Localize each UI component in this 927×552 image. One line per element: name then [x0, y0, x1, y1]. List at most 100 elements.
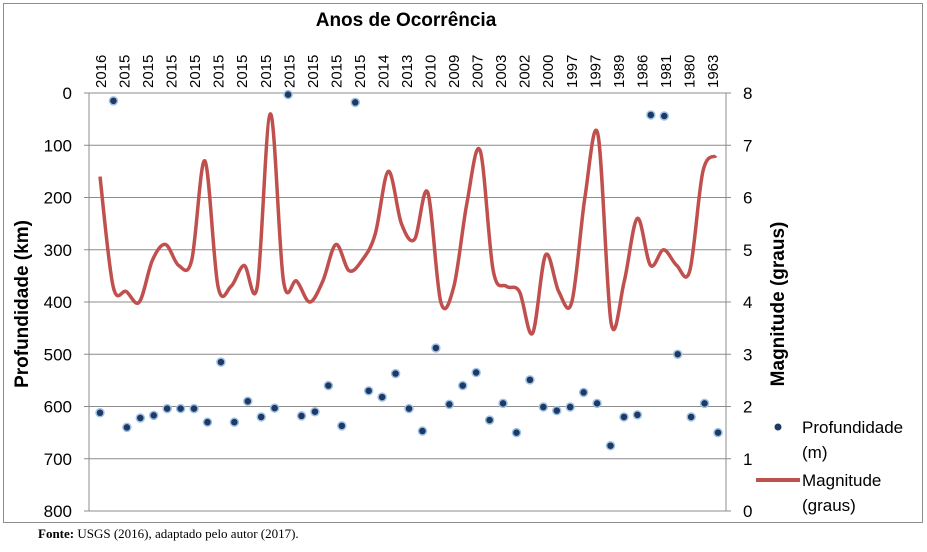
- depth-point-27: [457, 380, 468, 391]
- depth-point-39: [619, 412, 629, 422]
- left-tick-label-8: 800: [44, 502, 72, 521]
- depth-point-24: [417, 426, 428, 436]
- left-tick-label-4: 400: [44, 293, 72, 312]
- right-tick-label-4: 4: [743, 293, 752, 312]
- depth-point-33: [538, 402, 549, 412]
- right-tick-label-8: 8: [743, 84, 752, 103]
- x-tick-label-19: 2000: [540, 55, 557, 88]
- depth-point-21: [377, 392, 387, 402]
- depth-point-10: [229, 417, 240, 427]
- depth-point-40: [632, 410, 643, 420]
- x-tick-label-20: 1997: [564, 55, 581, 88]
- left-tick-label-2: 200: [44, 189, 72, 208]
- depth-point-23: [404, 403, 414, 414]
- depth-point-0: [95, 408, 105, 418]
- x-tick-label-8: 2015: [281, 55, 298, 88]
- series-profundidade: [95, 89, 723, 451]
- depth-point-2: [122, 422, 132, 433]
- left-tick-label-6: 600: [44, 398, 72, 417]
- right-tick-label-0: 0: [743, 502, 752, 521]
- x-tick-label-4: 2015: [187, 55, 204, 88]
- source-text: USGS (2016), adaptado pelo autor (2017).: [77, 526, 299, 541]
- depth-point-34: [552, 405, 562, 416]
- chart-svg: 0 100 200 300 400 500 600 700 800 0 1 2 3 4 5 6 7 8 2016…: [12, 10, 903, 521]
- x-tick-label-22: 1989: [611, 55, 628, 88]
- depth-point-18: [337, 421, 347, 431]
- x-tick-label-17: 2003: [493, 55, 510, 88]
- source-caption: Fonte: USGS (2016), adaptado pelo autor …: [38, 526, 299, 542]
- x-tick-label-14: 2010: [423, 55, 440, 88]
- left-tick-label-7: 700: [44, 450, 72, 469]
- depth-point-26: [444, 399, 455, 410]
- x-tick-label-1: 2015: [117, 55, 134, 88]
- x-tick-label-25: 1980: [681, 55, 698, 88]
- right-tick-label-6: 6: [743, 189, 752, 208]
- depth-point-41: [646, 110, 656, 120]
- chart-title: Anos de Ocorrência: [316, 10, 497, 31]
- x-tick-label-2: 2015: [140, 55, 157, 88]
- x-tick-label-26: 1963: [705, 55, 722, 88]
- x-tick-label-13: 2013: [399, 55, 416, 88]
- x-tick-label-21: 1997: [587, 55, 604, 88]
- depth-point-36: [578, 387, 589, 398]
- x-tick-label-9: 2015: [305, 55, 322, 88]
- depth-point-43: [672, 349, 683, 359]
- magnitude-line: [98, 112, 718, 336]
- x-tick-label-10: 2015: [328, 55, 345, 88]
- depth-point-35: [565, 402, 575, 412]
- depth-point-13: [269, 403, 280, 413]
- series-magnitude: [98, 112, 718, 336]
- depth-point-11: [243, 396, 253, 407]
- legend-label-profundidade-line2: (m): [802, 443, 827, 462]
- depth-point-4: [148, 410, 159, 421]
- x-tick-label-18: 2002: [517, 55, 534, 88]
- depth-point-28: [471, 367, 481, 378]
- depth-point-1: [108, 96, 119, 106]
- x-axis-ticks: 2016 2015 2015 2015 2015 2015 2015 2015 2015 2015…: [93, 55, 722, 88]
- depth-point-19: [350, 97, 361, 108]
- depth-point-6: [175, 403, 186, 414]
- legend-label-profundidade-line1: Profundidade: [802, 418, 903, 437]
- depth-point-45: [699, 398, 710, 409]
- source-label: Fonte:: [38, 526, 75, 541]
- x-tick-label-5: 2015: [211, 55, 228, 88]
- x-tick-label-24: 1981: [658, 55, 675, 88]
- legend-label-magnitude-line1: Magnitude: [802, 471, 881, 490]
- legend-label-magnitude-line2: (graus): [802, 496, 856, 515]
- x-tick-label-12: 2014: [375, 55, 392, 88]
- depth-point-16: [310, 406, 320, 417]
- x-tick-label-3: 2015: [164, 55, 181, 88]
- y-axis-right-label: Magnitude (graus): [768, 222, 789, 387]
- left-tick-label-0: 0: [63, 84, 72, 103]
- chart-frame: 0 100 200 300 400 500 600 700 800 0 1 2 3 4 5 6 7 8 2016…: [3, 3, 923, 523]
- legend: Profundidade (m) Magnitude (graus): [756, 418, 903, 515]
- depth-point-25: [431, 343, 441, 353]
- depth-point-12: [256, 412, 266, 422]
- gridlines: [89, 92, 726, 512]
- depth-point-14: [283, 89, 293, 100]
- right-tick-label-1: 1: [743, 450, 752, 469]
- left-tick-label-1: 100: [44, 136, 72, 155]
- depth-point-15: [296, 411, 307, 421]
- depth-point-17: [323, 380, 334, 391]
- depth-point-42: [659, 111, 670, 121]
- y-axis-left-label: Profundidade (km): [12, 220, 33, 388]
- legend-marker-profundidade: [774, 423, 782, 431]
- depth-point-44: [686, 412, 696, 422]
- depth-point-31: [511, 427, 522, 438]
- right-axis-ticks: 0 1 2 3 4 5 6 7 8: [726, 84, 752, 521]
- left-tick-label-3: 300: [44, 241, 72, 260]
- x-tick-label-11: 2015: [352, 55, 369, 88]
- depth-point-5: [162, 403, 172, 414]
- right-tick-label-5: 5: [743, 241, 752, 260]
- depth-point-3: [135, 413, 146, 423]
- right-tick-label-3: 3: [743, 345, 752, 364]
- depth-point-38: [605, 440, 616, 451]
- depth-point-32: [525, 375, 535, 385]
- depth-point-7: [189, 403, 199, 414]
- right-tick-label-7: 7: [743, 136, 752, 155]
- x-tick-label-7: 2015: [258, 55, 275, 88]
- depth-point-9: [216, 357, 226, 367]
- left-axis-ticks: 0 100 200 300 400 500 600 700 800: [44, 84, 89, 521]
- x-tick-label-23: 1986: [634, 55, 651, 88]
